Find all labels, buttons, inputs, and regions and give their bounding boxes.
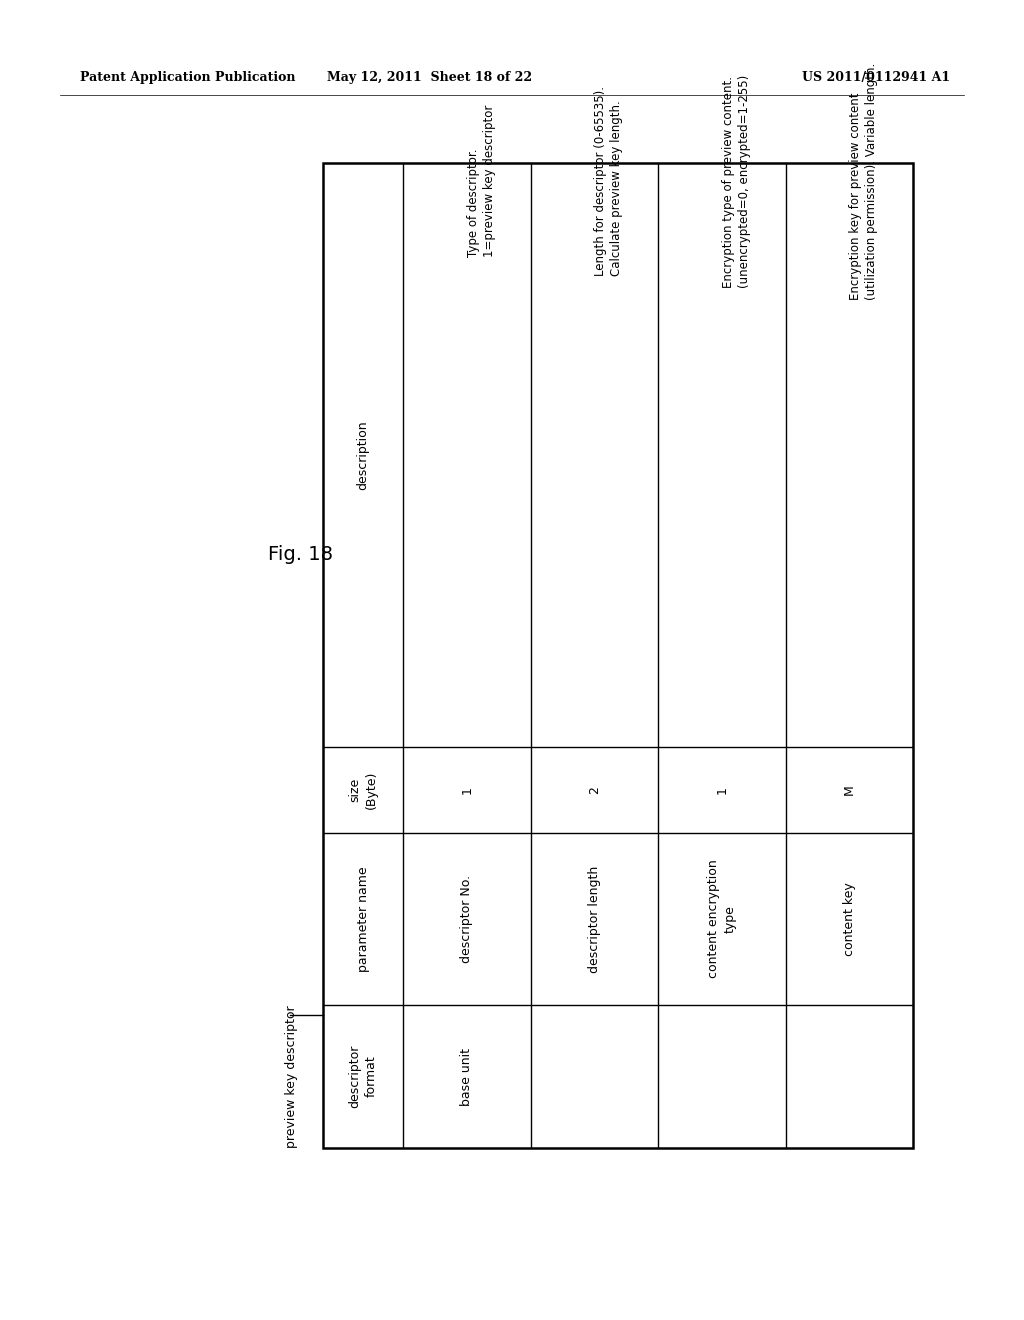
Text: content key: content key <box>843 882 856 956</box>
Text: descriptor
format: descriptor format <box>348 1045 378 1109</box>
Bar <box>323 162 913 1148</box>
Text: US 2011/0112941 A1: US 2011/0112941 A1 <box>802 71 950 84</box>
Text: descriptor length: descriptor length <box>588 866 601 973</box>
Text: Encryption key for preview content
(utilization permission). Variable length.: Encryption key for preview content (util… <box>849 62 879 300</box>
Text: M: M <box>843 784 856 796</box>
Text: Fig. 18: Fig. 18 <box>268 545 333 565</box>
Text: descriptor No.: descriptor No. <box>460 875 473 964</box>
Text: Encryption type of preview content.
(unencrypted=0, encrypted=1-255): Encryption type of preview content. (une… <box>722 74 751 288</box>
Text: preview key descriptor: preview key descriptor <box>286 1006 299 1148</box>
Text: 2: 2 <box>588 787 601 793</box>
Text: Patent Application Publication: Patent Application Publication <box>80 71 296 84</box>
Text: Type of descriptor.
1=preview key descriptor: Type of descriptor. 1=preview key descri… <box>467 104 496 257</box>
Text: content encryption
type: content encryption type <box>708 859 736 978</box>
Text: 1: 1 <box>460 787 473 793</box>
Text: base unit: base unit <box>460 1048 473 1106</box>
Text: size
(Byte): size (Byte) <box>348 771 378 809</box>
Text: parameter name: parameter name <box>356 866 370 972</box>
Text: 1: 1 <box>715 787 728 793</box>
Text: description: description <box>356 420 370 490</box>
Text: Length for descriptor (0-65535).
Calculate preview key length.: Length for descriptor (0-65535). Calcula… <box>594 86 624 276</box>
Text: May 12, 2011  Sheet 18 of 22: May 12, 2011 Sheet 18 of 22 <box>328 71 532 84</box>
